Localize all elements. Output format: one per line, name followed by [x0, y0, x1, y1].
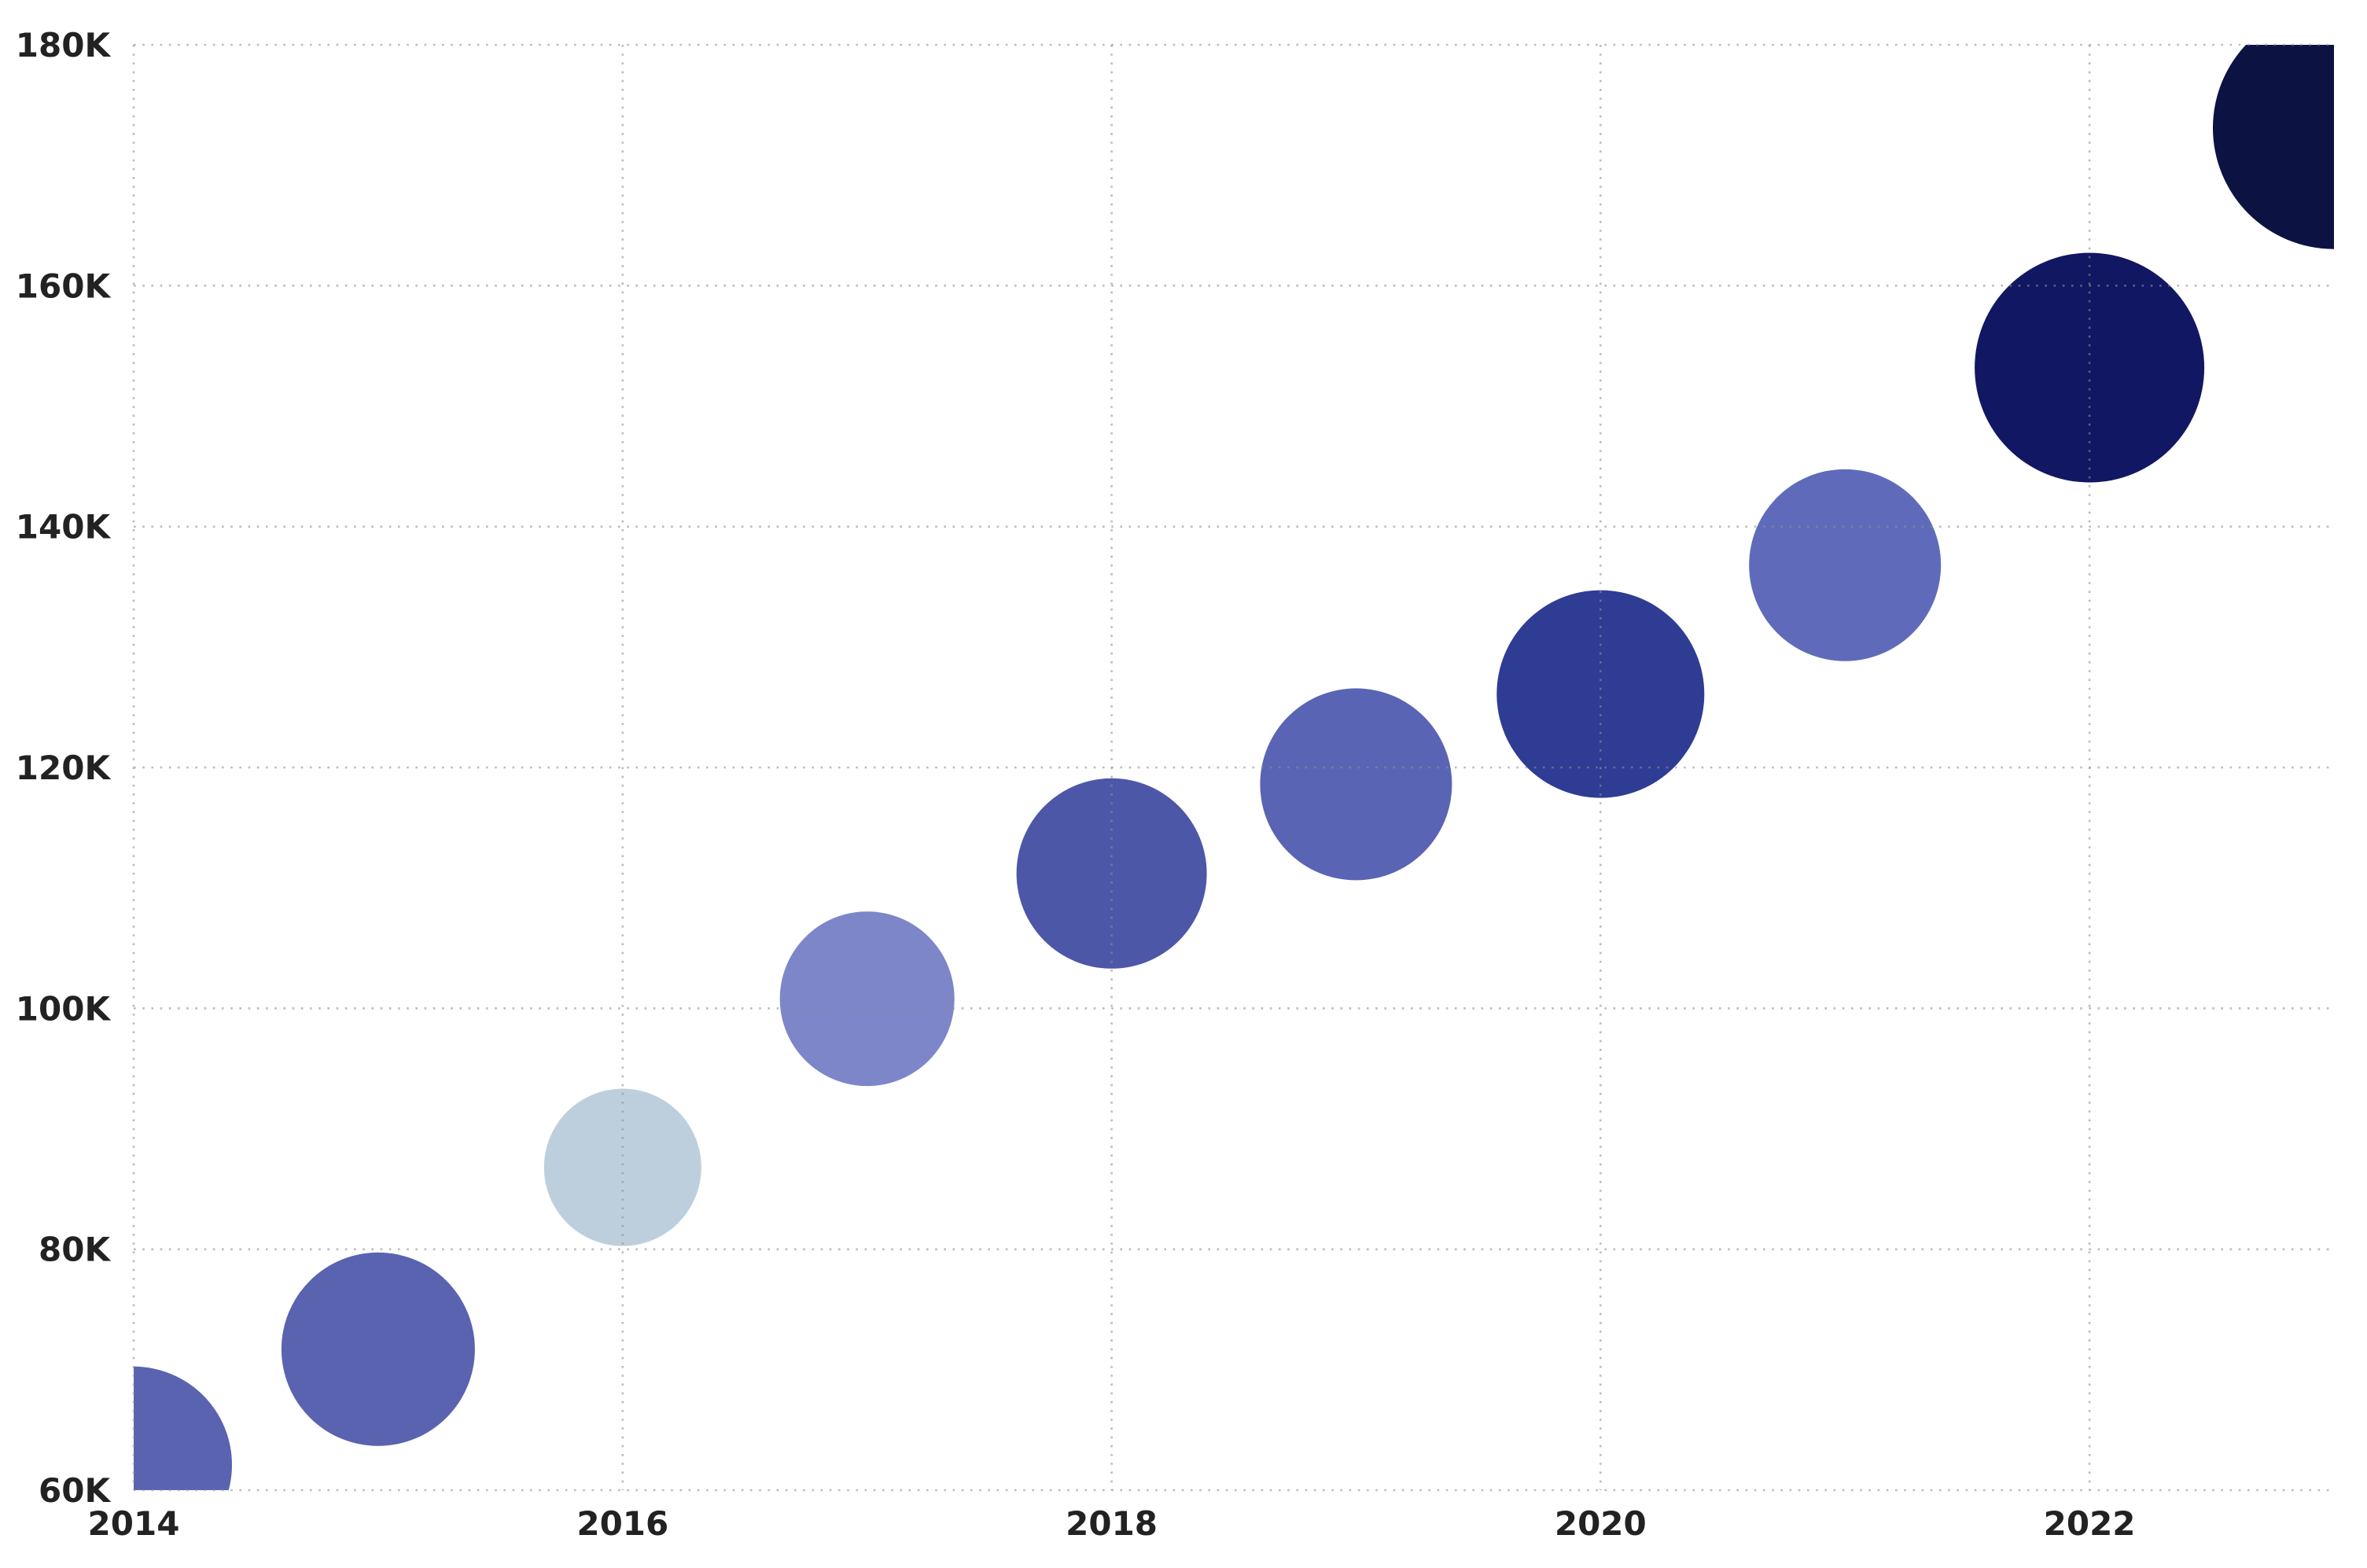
y-tick-label-80K: 80K — [39, 1231, 111, 1269]
x-tick-label-2018: 2018 — [1066, 1504, 1158, 1543]
x-tick-label-2020: 2020 — [1555, 1504, 1647, 1543]
bubble-2019[interactable] — [1260, 688, 1452, 881]
x-tick-label-2022: 2022 — [2044, 1504, 2136, 1543]
bubble-2022[interactable] — [1975, 252, 2205, 483]
x-tick-label-2016: 2016 — [576, 1504, 668, 1543]
y-tick-label-180K: 180K — [16, 26, 112, 64]
axis-labels-layer: 60K 80K 100K 120K 140K 160K 180K 2014 2016 2018 20… — [16, 26, 2136, 1543]
bubble-2023[interactable] — [2213, 7, 2367, 249]
gridlines-layer — [132, 43, 2334, 1492]
bubble-2020[interactable] — [1496, 590, 1705, 798]
y-tick-label-100K: 100K — [16, 989, 112, 1028]
x-tick-label-2014: 2014 — [88, 1504, 180, 1543]
y-tick-label-120K: 120K — [16, 749, 112, 787]
bubble-2021[interactable] — [1749, 469, 1942, 661]
bubble-2017[interactable] — [779, 911, 955, 1087]
y-tick-label-140K: 140K — [16, 508, 112, 547]
bubble-2015[interactable] — [281, 1252, 475, 1446]
bubbles-layer — [35, 7, 2367, 1563]
y-tick-label-60K: 60K — [39, 1471, 111, 1510]
y-tick-label-160K: 160K — [16, 267, 112, 305]
bubble-2014[interactable] — [35, 1366, 232, 1563]
bubble-2016[interactable] — [543, 1088, 701, 1246]
